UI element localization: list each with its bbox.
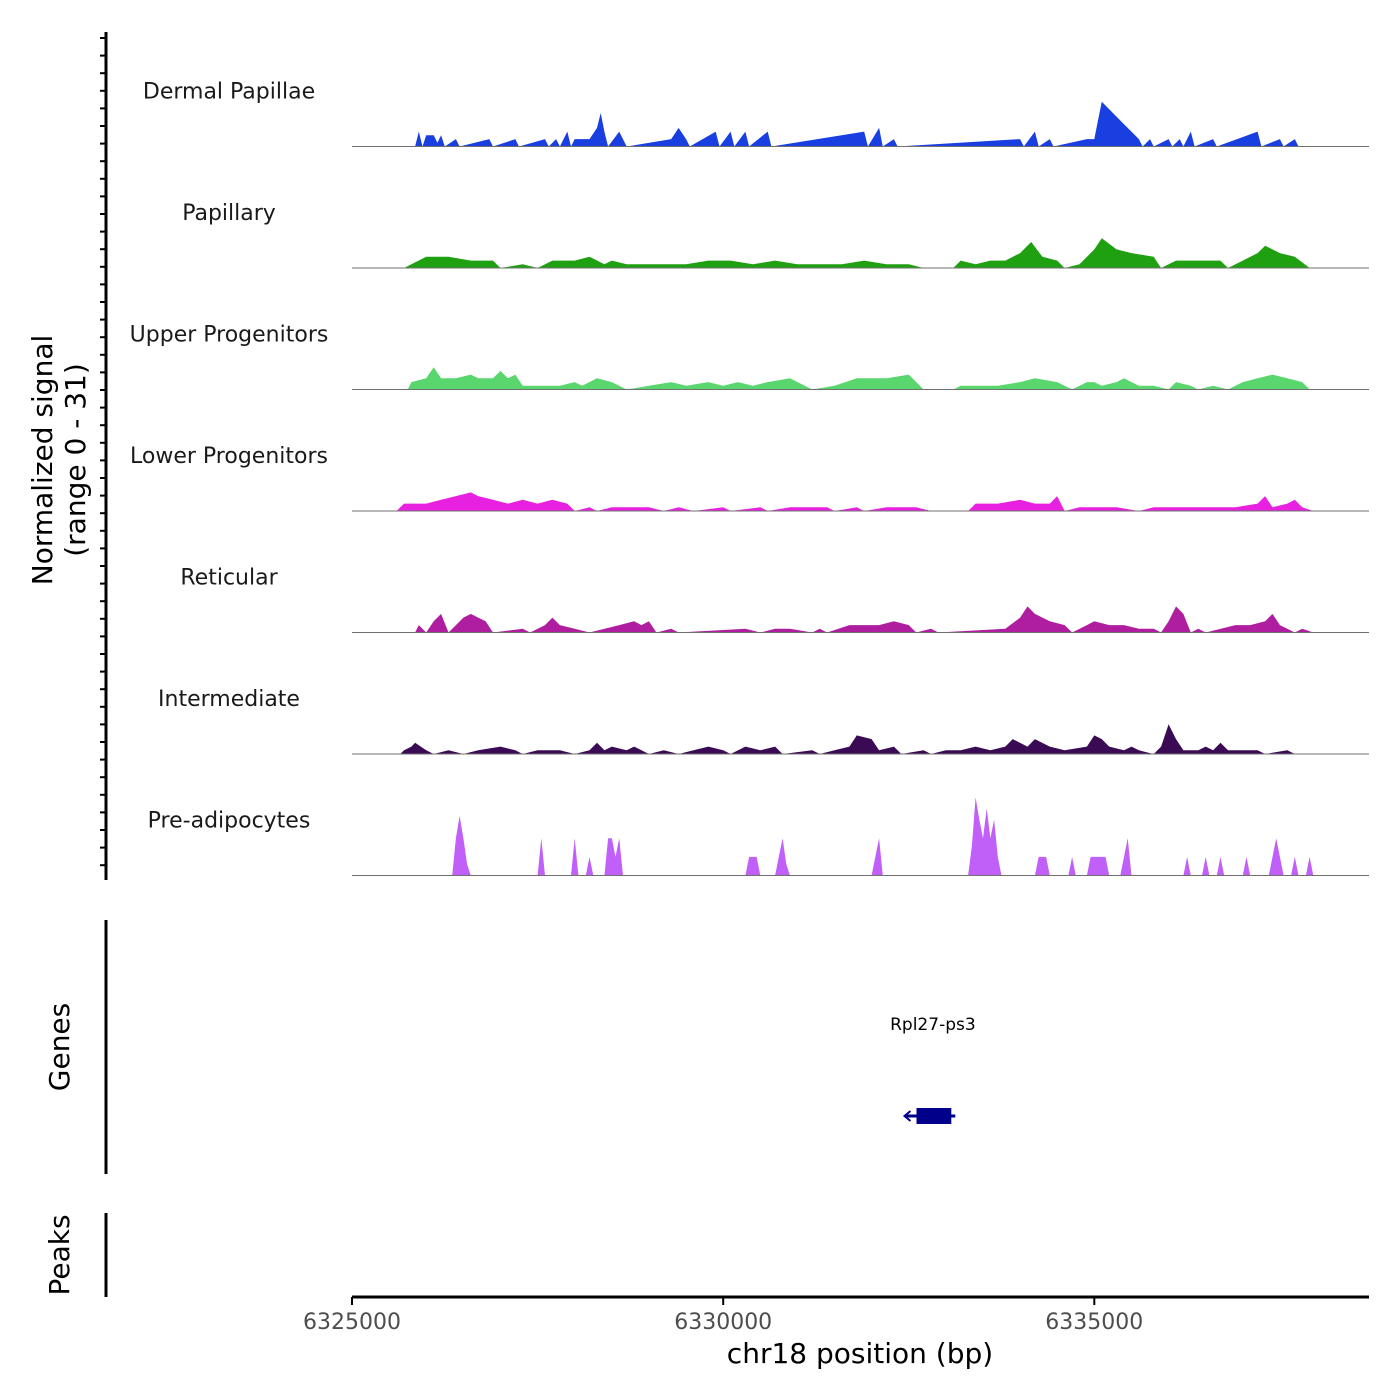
track-upper-progenitors: Upper Progenitors <box>130 323 1369 390</box>
track-area <box>396 492 1314 511</box>
track-area <box>407 367 1310 390</box>
tracks-group: Dermal Papillae Papillary Upper Progenitor… <box>130 80 1369 876</box>
x-tick-label: 6325000 <box>303 1310 401 1335</box>
track-pre-adipocytes: Pre-adipocytes <box>148 797 1369 876</box>
track-area <box>415 101 1299 147</box>
peaks-panel-title: Peaks <box>43 1214 76 1295</box>
track-papillary: Papillary <box>182 201 1369 269</box>
track-area <box>415 606 1314 633</box>
y-axis-ticks <box>100 37 106 867</box>
y-axis-title-line1: Normalized signal <box>26 335 59 586</box>
gene-rpl27-ps3: Rpl27-ps3 <box>890 1015 976 1124</box>
track-lower-progenitors: Lower Progenitors <box>130 444 1369 512</box>
track-reticular: Reticular <box>180 566 1369 633</box>
track-label: Papillary <box>182 201 276 226</box>
track-label: Intermediate <box>158 687 300 712</box>
y-axis-title-line2: (range 0 - 31) <box>59 363 92 557</box>
gene-label: Rpl27-ps3 <box>890 1015 976 1035</box>
track-label: Lower Progenitors <box>130 444 328 469</box>
genes-group: Rpl27-ps3 <box>890 1015 976 1124</box>
track-label: Pre-adipocytes <box>148 809 311 834</box>
track-label: Reticular <box>180 566 278 591</box>
track-area <box>404 238 1310 268</box>
strand-arrow <box>902 1110 912 1122</box>
x-axis-title: chr18 position (bp) <box>727 1337 993 1370</box>
x-tick-label: 6335000 <box>1045 1310 1143 1335</box>
track-area <box>400 724 1295 754</box>
track-intermediate: Intermediate <box>158 687 1369 755</box>
x-tick-label: 6330000 <box>674 1310 772 1335</box>
track-label: Upper Progenitors <box>130 323 329 348</box>
genes-panel-title: Genes <box>43 1003 76 1091</box>
track-label: Dermal Papillae <box>143 80 315 105</box>
x-axis-ticks: 6325000 6330000 6335000 <box>303 1297 1143 1335</box>
gene-exon <box>916 1108 952 1124</box>
track-dermal-papillae: Dermal Papillae <box>143 80 1369 147</box>
track-area <box>452 797 1314 876</box>
